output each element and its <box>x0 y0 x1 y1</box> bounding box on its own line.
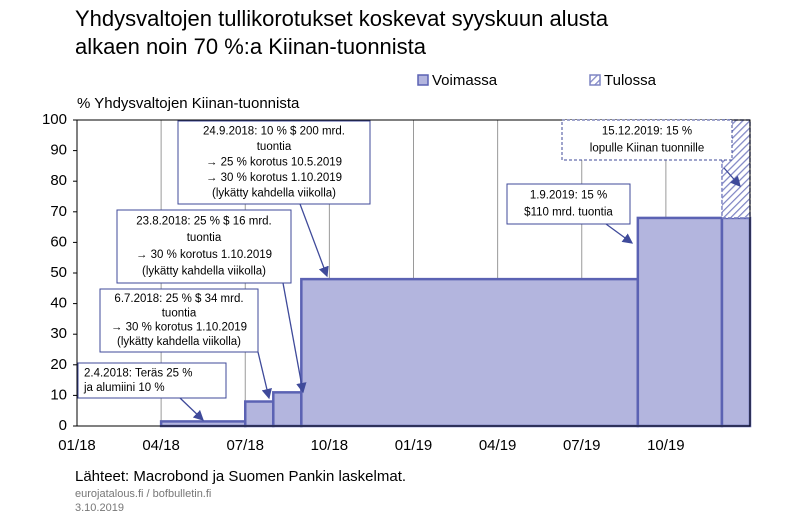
annotation-arrow <box>179 397 204 421</box>
annotation-text: 23.8.2018: 25 % $ 16 mrd. <box>136 215 272 227</box>
plot-frame <box>76 119 751 427</box>
legend-label: Voimassa <box>432 72 498 89</box>
annotation-box <box>177 120 371 205</box>
annotation-box <box>116 209 292 284</box>
x-tick-label: 01/18 <box>58 437 96 454</box>
y-tick-label: 70 <box>50 203 67 220</box>
annotation-box <box>506 183 631 225</box>
annotation-text: lopulle Kiinan tuonnille <box>590 143 704 155</box>
annotation-box <box>99 288 259 353</box>
step-segment <box>272 391 303 428</box>
x-tick-label: 07/19 <box>563 437 601 454</box>
annotation-text: 1.9.2019: 15 % <box>530 190 607 202</box>
annotation-text: (lykätty kahdella viikolla) <box>212 187 336 199</box>
annotation-text: → 30 % korotus 1.10.2019 <box>206 172 342 184</box>
step-segment <box>244 400 275 428</box>
annotation-text: → 30 % korotus 1.10.2019 <box>136 249 272 261</box>
annotation-arrow <box>299 203 329 278</box>
annotation-text: 6.7.2018: 25 % $ 34 mrd. <box>114 293 243 305</box>
y-tick-label: 0 <box>59 417 67 434</box>
step-segment <box>300 277 640 428</box>
site: eurojatalous.fi / bofbulletin.fi <box>75 488 211 500</box>
y-tick-label: 80 <box>50 172 67 189</box>
annotation-arrow <box>282 282 307 394</box>
legend-swatch <box>589 74 601 86</box>
y-axis-label: % Yhdysvaltojen Kiinan-tuonnista <box>77 95 300 112</box>
step-segment <box>720 216 752 428</box>
y-tick-label: 10 <box>50 386 67 403</box>
annotation-text: 15.12.2019: 15 % <box>602 126 692 138</box>
y-tick-label: 90 <box>50 142 67 159</box>
x-tick-label: 01/19 <box>395 437 433 454</box>
y-tick-label: 40 <box>50 295 67 312</box>
y-tick-label: 100 <box>42 111 67 128</box>
annotation-box <box>561 119 733 161</box>
annotation-text: → 30 % korotus 1.10.2019 <box>111 322 247 334</box>
annotation-arrow <box>257 351 272 400</box>
x-tick-label: 07/18 <box>226 437 264 454</box>
annotation-arrow <box>723 167 741 187</box>
legend-label: Tulossa <box>604 72 657 89</box>
x-tick-label: 04/19 <box>479 437 517 454</box>
annotation-text: (lykätty kahdella viikolla) <box>142 266 266 278</box>
annotation-text: 2.4.2018: Teräs 25 % <box>84 367 192 379</box>
annotation-text: ja alumiini 10 % <box>83 382 165 394</box>
annotation-arrow <box>605 223 634 244</box>
x-tick-label: 04/18 <box>142 437 180 454</box>
source: Lähteet: Macrobond ja Suomen Pankin lask… <box>75 468 406 485</box>
annotation-text: 24.9.2018: 10 % $ 200 mrd. <box>203 126 345 138</box>
title-line: alkaen noin 70 %:a Kiinan-tuonnista <box>75 34 427 59</box>
title-line: Yhdysvaltojen tullikorotukset koskevat s… <box>75 6 609 31</box>
date: 3.10.2019 <box>75 502 124 514</box>
annotation-text: tuontia <box>162 307 197 319</box>
y-tick-label: 20 <box>50 356 67 373</box>
x-tick-label: 10/19 <box>647 437 685 454</box>
y-tick-label: 60 <box>50 233 67 250</box>
annotation-text: tuontia <box>257 141 292 153</box>
y-tick-label: 50 <box>50 264 67 281</box>
annotation-text: → 25 % korotus 10.5.2019 <box>206 157 342 169</box>
annotation-box <box>77 362 227 399</box>
legend-swatch <box>417 74 429 86</box>
annotation-text: $110 mrd. tuontia <box>524 207 613 219</box>
annotation-text: tuontia <box>187 232 222 244</box>
y-tick-label: 30 <box>50 325 67 342</box>
x-tick-label: 10/18 <box>311 437 349 454</box>
step-segment <box>159 420 247 428</box>
step-segment <box>636 216 724 428</box>
annotation-text: (lykätty kahdella viikolla) <box>117 336 241 348</box>
